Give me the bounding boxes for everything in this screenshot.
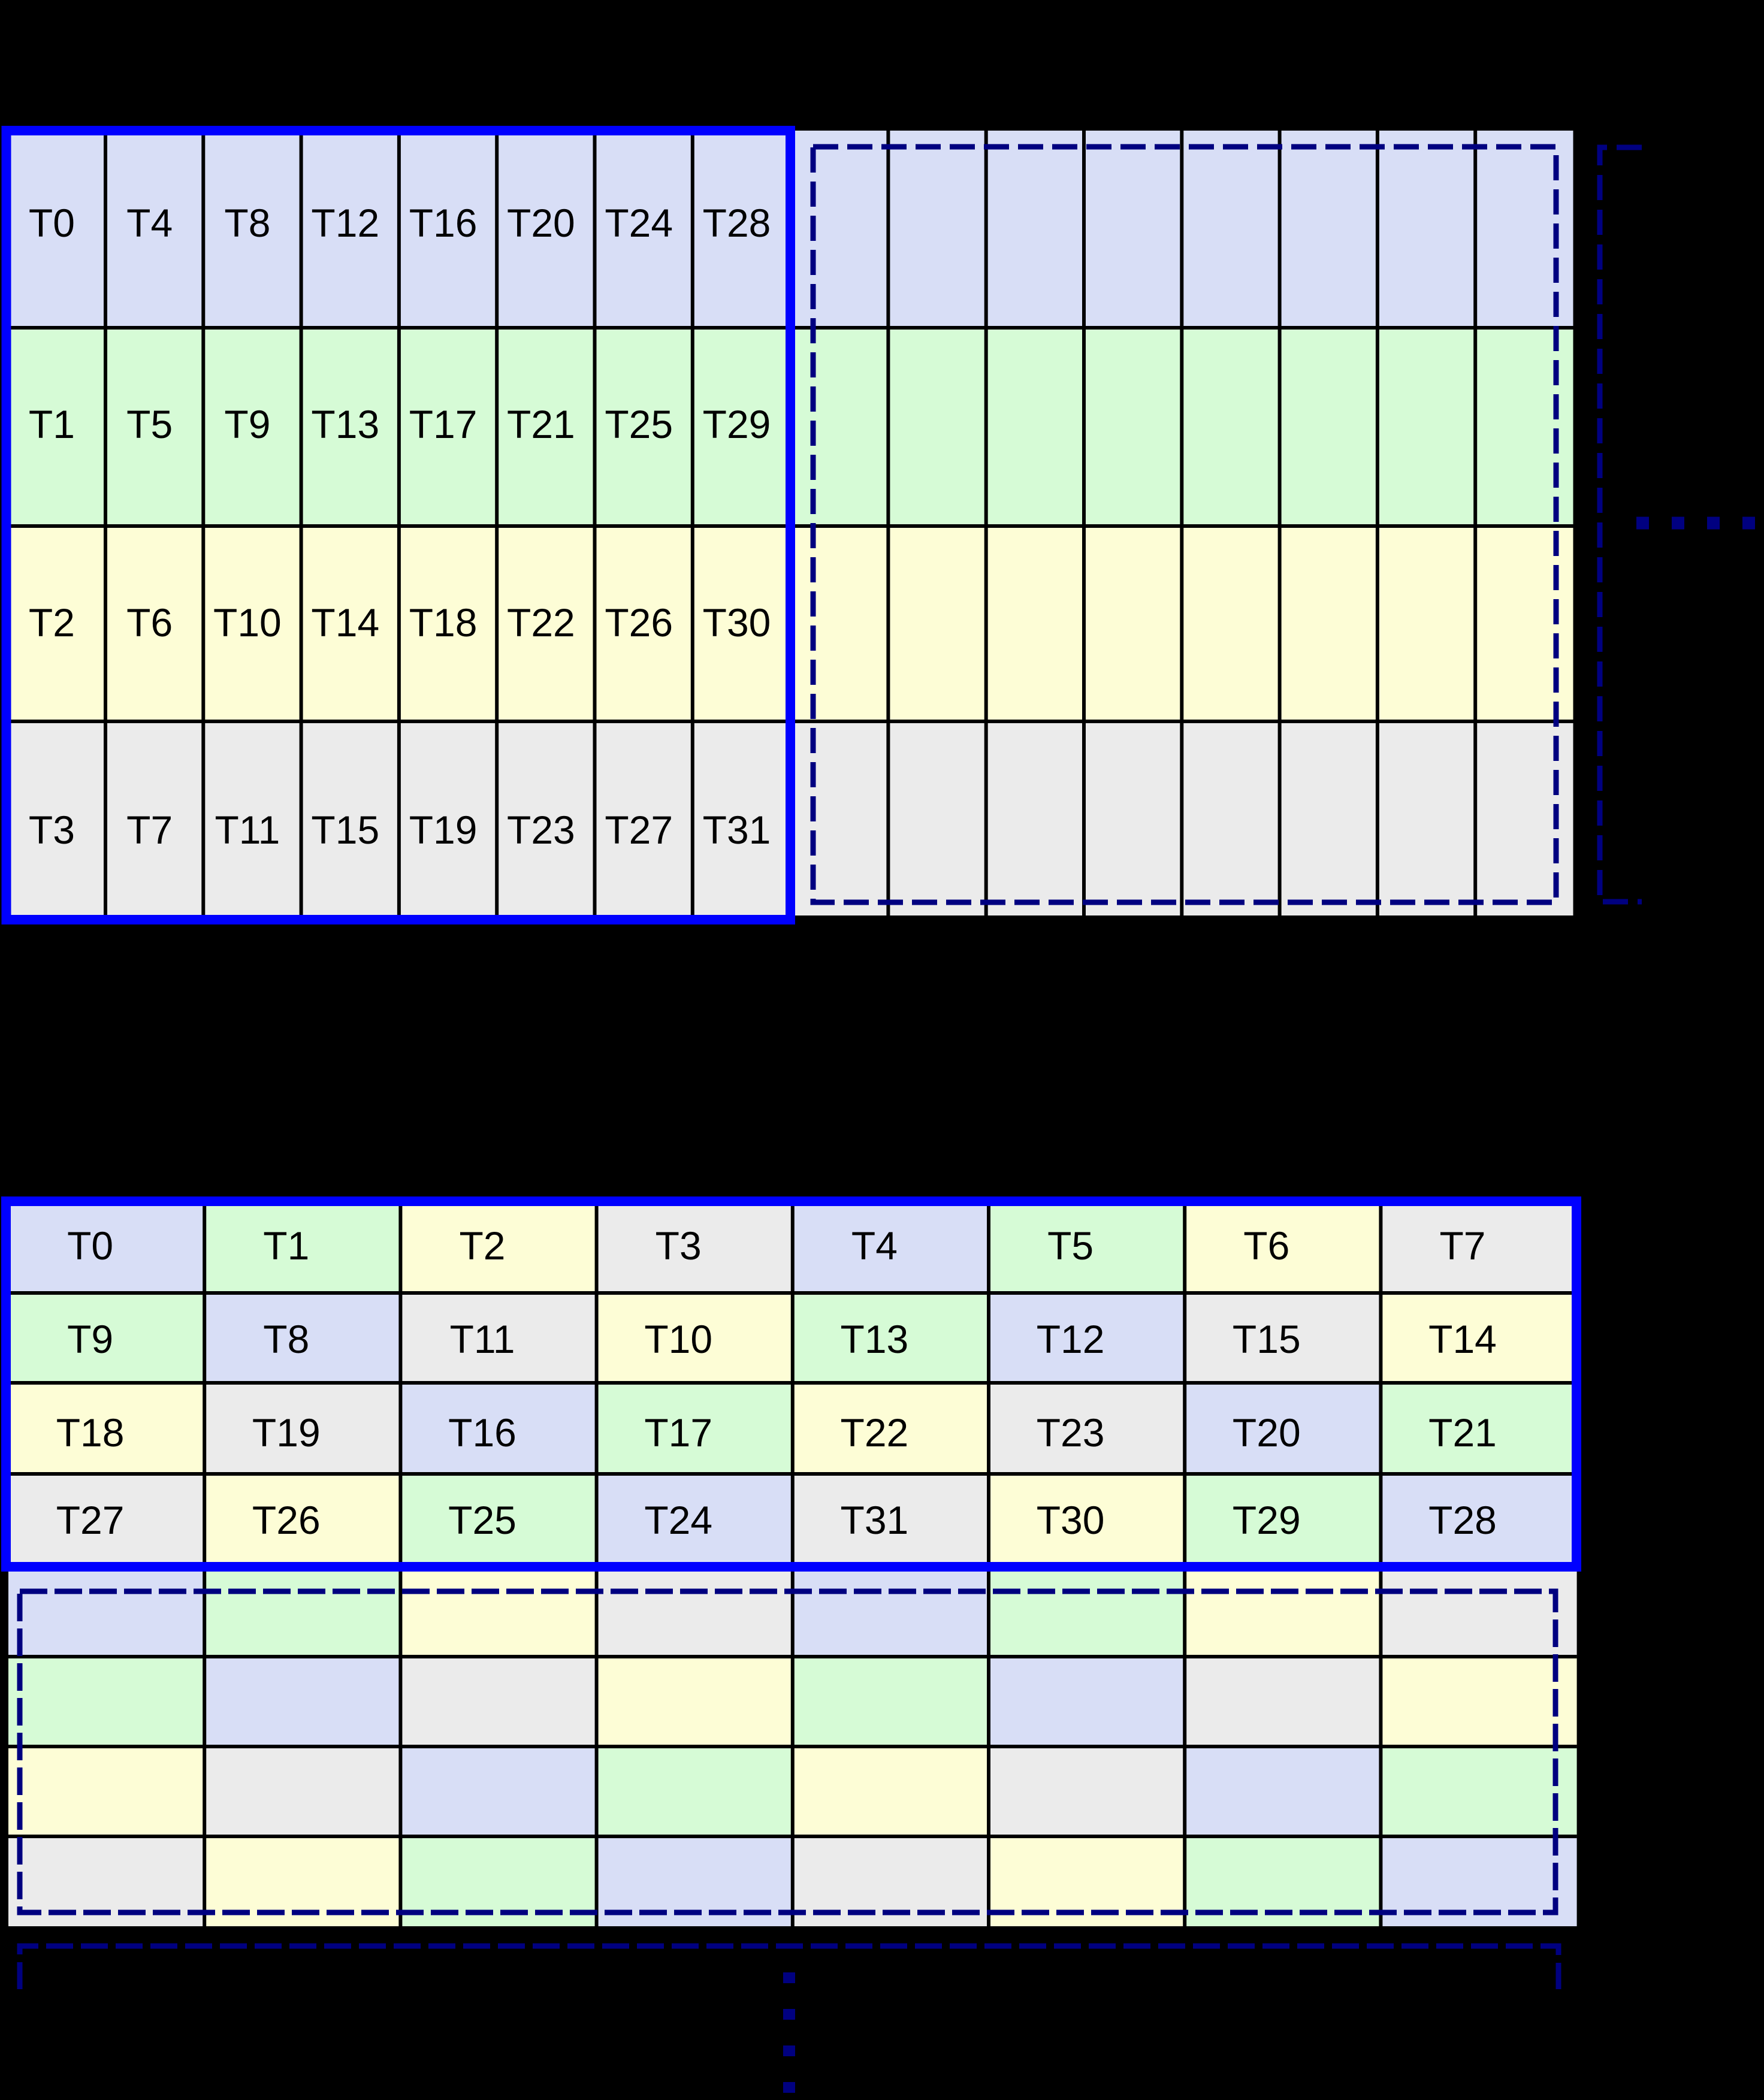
- svg-text:T20: T20: [1233, 1410, 1301, 1455]
- svg-text:T29: T29: [1233, 1498, 1301, 1542]
- svg-text:T8: T8: [263, 1317, 309, 1361]
- svg-text:T31: T31: [841, 1498, 909, 1542]
- svg-text:T3: T3: [29, 808, 75, 852]
- svg-text:T30: T30: [703, 600, 771, 645]
- svg-text:T11: T11: [450, 1317, 515, 1361]
- svg-text:T18: T18: [409, 600, 478, 645]
- svg-text:T2: T2: [459, 1223, 505, 1268]
- svg-text:T19: T19: [409, 808, 478, 852]
- svg-text:T25: T25: [448, 1498, 516, 1542]
- svg-text:T0: T0: [67, 1223, 113, 1268]
- svg-text:T7: T7: [1439, 1223, 1485, 1268]
- svg-text:T27: T27: [56, 1498, 125, 1542]
- svg-text:T0: T0: [29, 201, 75, 245]
- svg-text:T28: T28: [1428, 1498, 1497, 1542]
- svg-text:T3: T3: [656, 1223, 702, 1268]
- svg-text:T23: T23: [507, 808, 575, 852]
- svg-text:T14: T14: [311, 600, 379, 645]
- svg-text:T26: T26: [252, 1498, 321, 1542]
- svg-text:T31: T31: [703, 808, 771, 852]
- svg-text:T11: T11: [215, 808, 280, 852]
- svg-text:T24: T24: [644, 1498, 712, 1542]
- svg-text:T7: T7: [126, 808, 173, 852]
- svg-text:T1: T1: [29, 402, 75, 446]
- svg-text:T16: T16: [409, 201, 478, 245]
- svg-text:T21: T21: [1428, 1410, 1497, 1455]
- svg-text:T22: T22: [841, 1410, 909, 1455]
- svg-text:T6: T6: [1243, 1223, 1289, 1268]
- svg-text:T27: T27: [605, 808, 673, 852]
- svg-text:T13: T13: [841, 1317, 909, 1361]
- svg-text:T24: T24: [605, 201, 673, 245]
- svg-text:T15: T15: [311, 808, 379, 852]
- svg-text:T10: T10: [644, 1317, 712, 1361]
- svg-text:T2: T2: [29, 600, 75, 645]
- svg-text:T9: T9: [67, 1317, 113, 1361]
- svg-text:T8: T8: [224, 201, 270, 245]
- svg-text:T19: T19: [252, 1410, 321, 1455]
- svg-text:T4: T4: [851, 1223, 898, 1268]
- svg-text:T5: T5: [126, 402, 173, 446]
- svg-text:T4: T4: [126, 201, 173, 245]
- svg-text:T9: T9: [224, 402, 270, 446]
- svg-text:T17: T17: [644, 1410, 712, 1455]
- svg-text:T1: T1: [263, 1223, 309, 1268]
- svg-text:T6: T6: [126, 600, 173, 645]
- svg-text:T30: T30: [1037, 1498, 1105, 1542]
- svg-text:T15: T15: [1233, 1317, 1301, 1361]
- svg-text:T10: T10: [213, 600, 282, 645]
- svg-text:T16: T16: [448, 1410, 516, 1455]
- svg-text:T18: T18: [56, 1410, 125, 1455]
- svg-text:T13: T13: [311, 402, 379, 446]
- svg-text:T21: T21: [507, 402, 575, 446]
- svg-text:T23: T23: [1037, 1410, 1105, 1455]
- svg-text:T28: T28: [703, 201, 771, 245]
- svg-text:T29: T29: [703, 402, 771, 446]
- svg-text:T14: T14: [1428, 1317, 1497, 1361]
- svg-text:T25: T25: [605, 402, 673, 446]
- svg-text:T26: T26: [605, 600, 673, 645]
- svg-text:T12: T12: [311, 201, 379, 245]
- svg-text:T22: T22: [507, 600, 575, 645]
- svg-text:T12: T12: [1037, 1317, 1105, 1361]
- svg-text:T17: T17: [409, 402, 478, 446]
- svg-text:T20: T20: [507, 201, 575, 245]
- svg-text:T5: T5: [1047, 1223, 1094, 1268]
